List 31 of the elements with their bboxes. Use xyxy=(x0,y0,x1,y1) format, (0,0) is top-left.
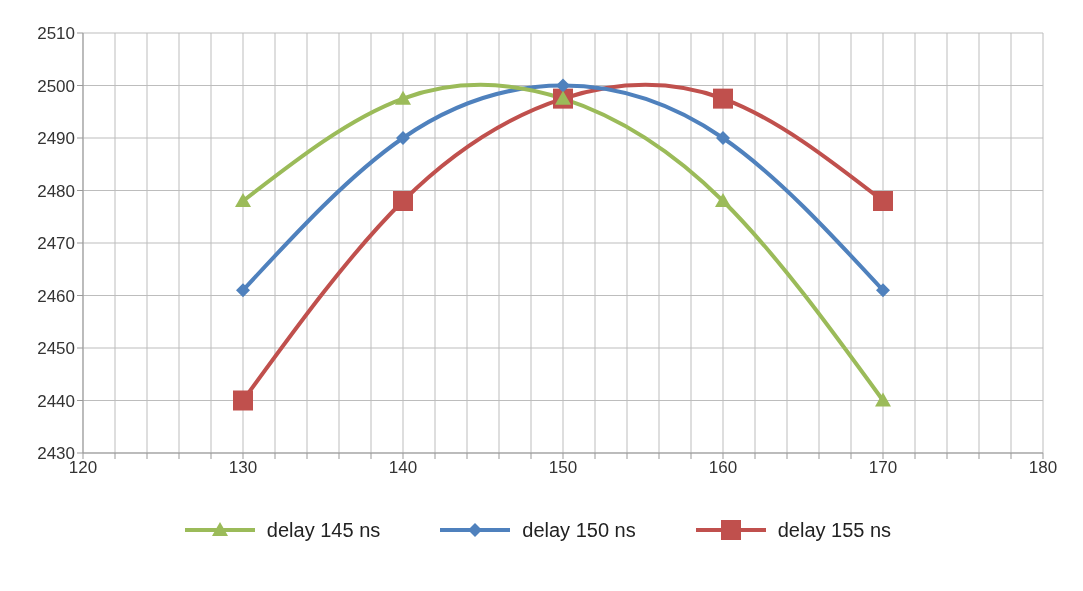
point xyxy=(236,283,250,298)
y-tick-label: 2450 xyxy=(37,339,75,359)
point xyxy=(233,390,253,411)
x-tick-label: 150 xyxy=(548,458,578,478)
y-tick-label: 2480 xyxy=(37,181,75,201)
legend-label: delay 145 ns xyxy=(266,518,381,542)
x-tick-label: 170 xyxy=(868,458,898,478)
point xyxy=(393,191,413,211)
point xyxy=(713,88,733,109)
x-tick-label: 120 xyxy=(68,458,98,478)
legend-label: delay 155 ns xyxy=(777,518,892,542)
x-tick-label: 130 xyxy=(228,458,258,478)
legend-label: delay 150 ns xyxy=(522,518,636,542)
y-tick-label: 2490 xyxy=(37,129,75,149)
point xyxy=(873,191,893,211)
point xyxy=(875,392,891,407)
point xyxy=(396,131,410,145)
point xyxy=(235,193,251,207)
x-tick-label: 140 xyxy=(388,458,418,478)
point xyxy=(716,131,730,145)
y-tick-label: 2440 xyxy=(37,391,75,411)
x-tick-label: 160 xyxy=(708,458,738,478)
point xyxy=(556,78,570,93)
x-tick-label: 180 xyxy=(1028,458,1058,478)
y-tick-label: 2470 xyxy=(37,234,75,254)
y-tick-label: 2500 xyxy=(37,76,75,96)
y-tick-label: 2510 xyxy=(37,24,75,44)
point xyxy=(715,193,731,207)
y-tick-label: 2460 xyxy=(37,286,75,306)
point xyxy=(876,283,890,298)
point xyxy=(395,90,411,105)
